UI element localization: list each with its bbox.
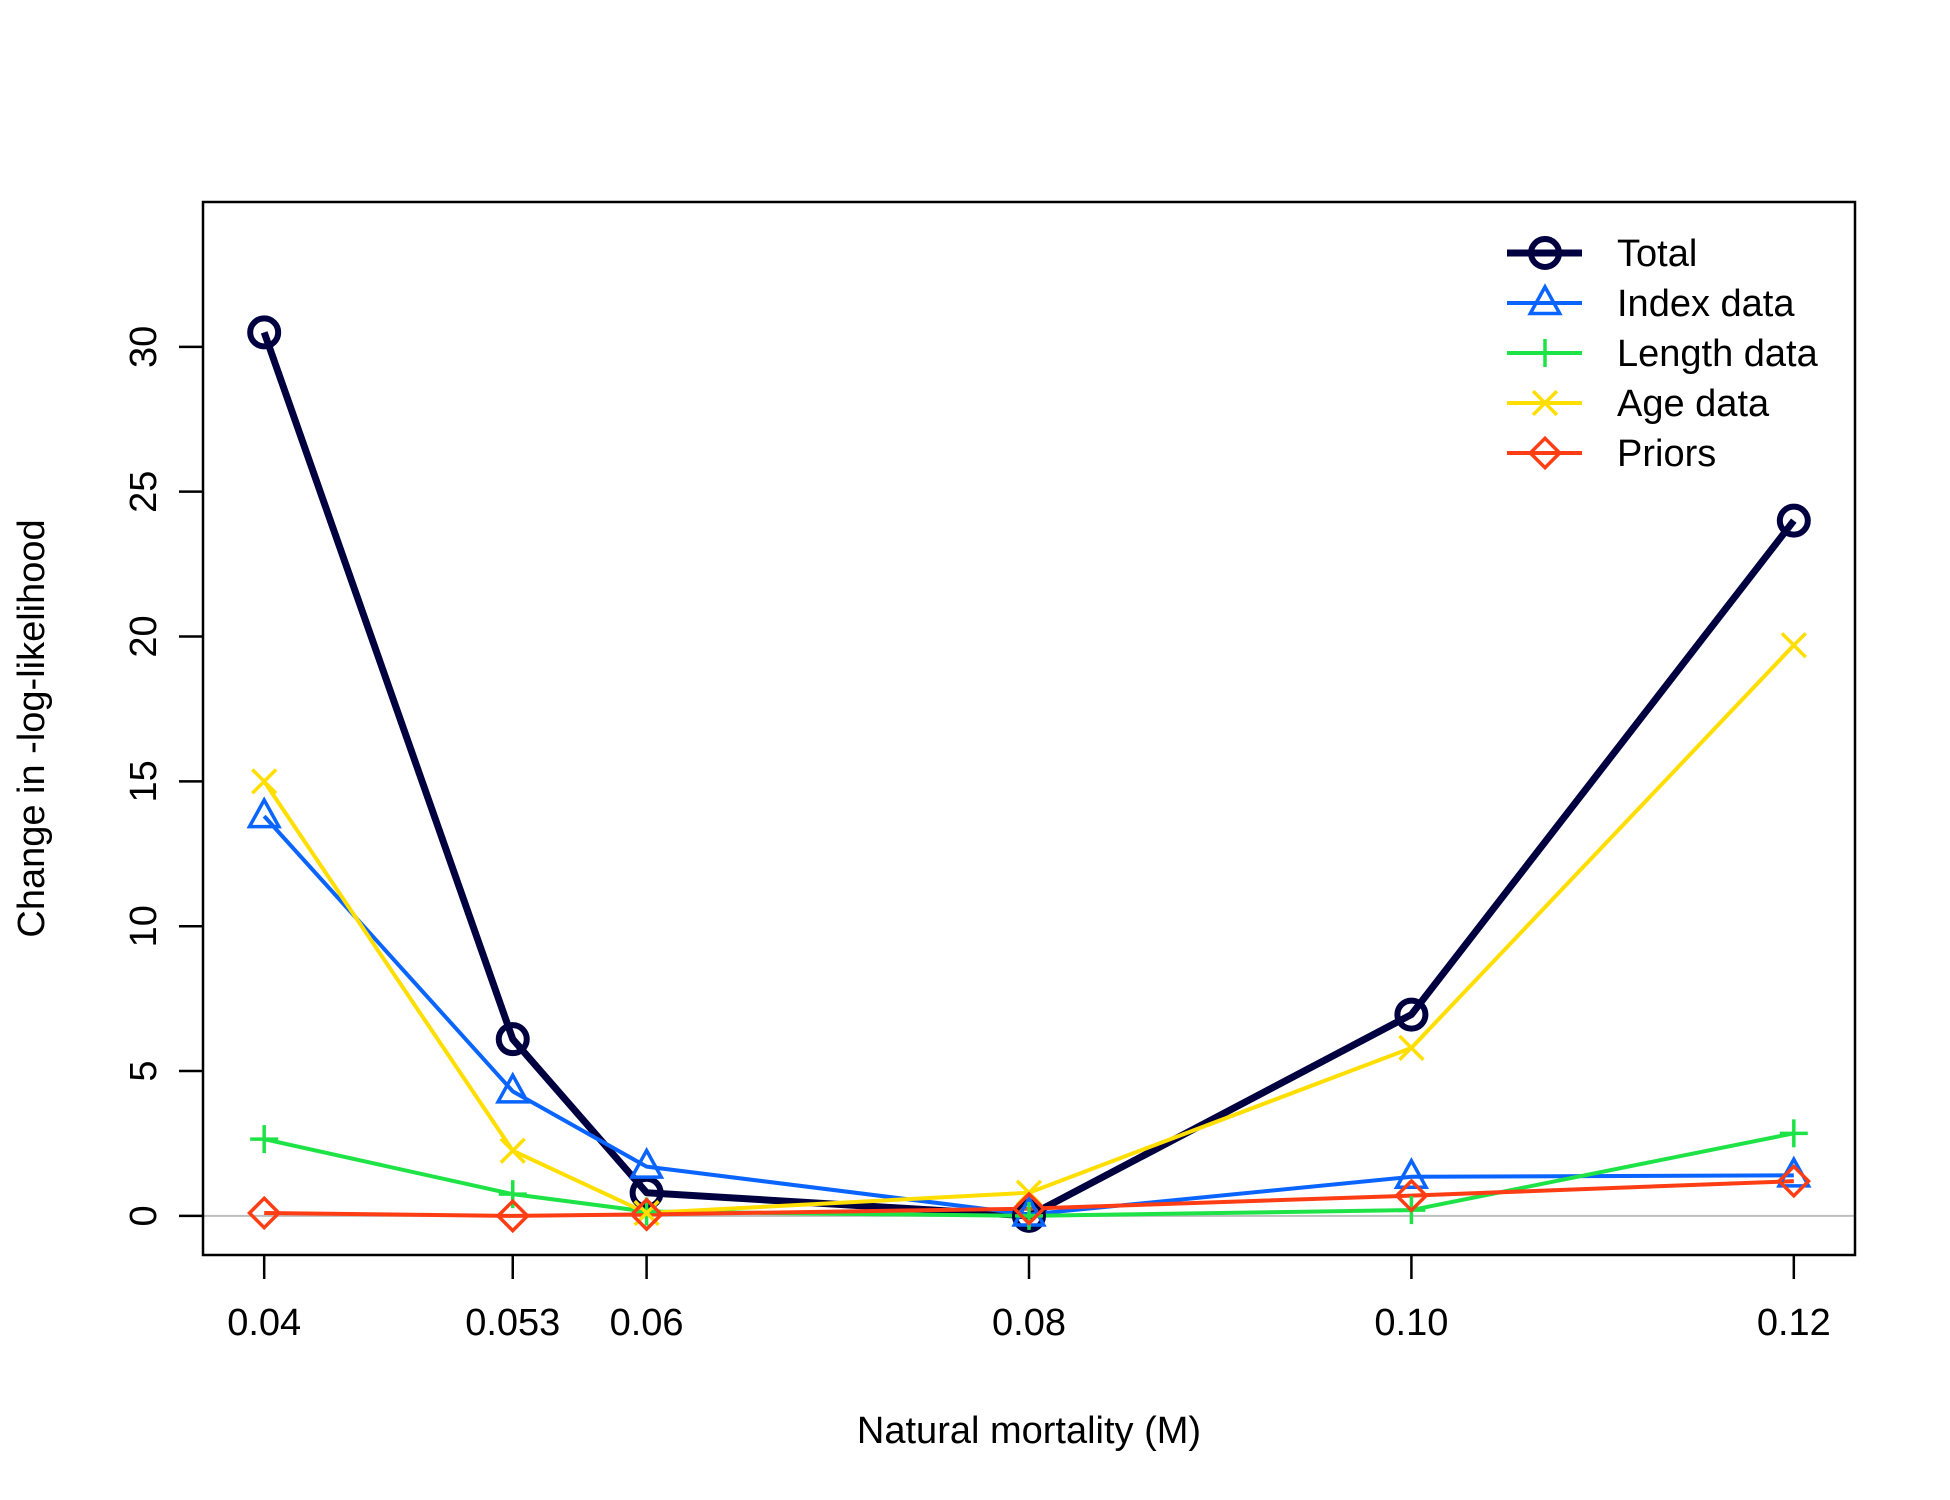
data-point-priors (495, 1198, 530, 1234)
series-line-total (260, 331, 1797, 1220)
marker-cross-b (499, 1137, 526, 1164)
data-point-priors (1011, 1191, 1047, 1226)
y-tick-label: 15 (123, 760, 165, 802)
marker-triangle (495, 1071, 531, 1104)
marker-circle (1394, 997, 1429, 1032)
data-point-total (1394, 997, 1429, 1032)
legend-entry: Priors (1507, 433, 1716, 475)
series-line-priors (264, 1179, 1794, 1218)
data-point-length-data (1779, 1119, 1808, 1148)
marker-circle (495, 1022, 530, 1057)
x-axis-title: Natural mortality (M) (857, 1410, 1201, 1452)
data-point-priors (629, 1197, 664, 1232)
legend-entry: Total (1507, 233, 1697, 275)
x-tick-label: 0.053 (465, 1302, 560, 1344)
plot-frame (201, 200, 1857, 1257)
legend-label: Index data (1617, 283, 1795, 325)
y-tick-label: 25 (123, 471, 165, 513)
marker-diamond (1011, 1191, 1047, 1226)
data-point-index-data (1393, 1157, 1430, 1190)
data-point-length-data (250, 1125, 279, 1154)
marker-diamond (1776, 1163, 1811, 1199)
marker-diamond (247, 1195, 282, 1231)
marker-triangle (628, 1146, 665, 1179)
legend-entry: Index data (1507, 283, 1795, 325)
x-tick-label: 0.04 (227, 1302, 301, 1344)
data-point-age-data (1780, 632, 1807, 659)
data-point-priors (1394, 1178, 1429, 1213)
marker-diamond (1394, 1178, 1429, 1213)
data-point-priors (247, 1195, 282, 1231)
legend-marker (1527, 435, 1563, 471)
marker-triangle (1393, 1157, 1430, 1190)
plot-area: 0.04 0.053 0.06 0.08 0.10 0.12 0 5 10 15 20 25 30 (123, 200, 1857, 1344)
x-tick-label: 0.12 (1757, 1302, 1831, 1344)
y-tick-label: 20 (123, 615, 165, 657)
x-tick-label: 0.08 (992, 1302, 1066, 1344)
data-point-index-data (246, 796, 282, 829)
marker-diamond (495, 1198, 530, 1234)
data-point-total (495, 1022, 530, 1057)
marker-diamond (1527, 435, 1563, 471)
legend-label: Priors (1617, 433, 1716, 475)
legend-entry: Length data (1507, 333, 1819, 375)
y-tick-label: 0 (123, 1205, 165, 1226)
data-point-age-data (251, 768, 278, 795)
marker-cross-b (251, 768, 278, 795)
marker-triangle (246, 796, 282, 829)
legend-marker (1531, 339, 1559, 367)
x-tick-label: 0.06 (610, 1302, 684, 1344)
data-point-priors (1776, 1163, 1811, 1199)
legend-marker (1531, 389, 1559, 417)
x-tick-label: 0.10 (1374, 1302, 1448, 1344)
series-line-age-data (262, 643, 1796, 1215)
y-tick-label: 30 (123, 326, 165, 368)
marker-cross-b (1780, 632, 1807, 659)
data-point-total (1776, 503, 1811, 538)
marker-circle (1776, 503, 1811, 538)
y-axis-title: Change in -log-likelihood (11, 519, 53, 937)
data-point-index-data (628, 1146, 665, 1179)
legend-entry: Age data (1507, 383, 1770, 425)
y-tick-label: 10 (123, 905, 165, 947)
y-tick-label: 5 (123, 1060, 165, 1081)
data-point-total (247, 315, 282, 350)
marker-cross-b (1398, 1034, 1425, 1062)
legend-label: Length data (1617, 333, 1819, 375)
legend-label: Total (1617, 233, 1697, 275)
marker-diamond (629, 1197, 664, 1232)
marker-cross-b (1531, 389, 1559, 417)
series-line-index-data (262, 814, 1794, 1217)
data-point-index-data (495, 1071, 531, 1104)
legend-label: Age data (1617, 383, 1770, 425)
marker-triangle (1527, 283, 1563, 316)
marker-circle (247, 315, 282, 350)
data-point-age-data (499, 1137, 526, 1164)
legend-marker (1527, 283, 1563, 316)
marker-circle (1528, 236, 1562, 270)
legend-marker (1528, 236, 1562, 270)
legend: Total Index data Length data Age data Priors (1507, 233, 1819, 475)
data-point-length-data (498, 1180, 527, 1209)
data-point-age-data (1398, 1034, 1425, 1062)
series-line-length-data (263, 1131, 1795, 1218)
